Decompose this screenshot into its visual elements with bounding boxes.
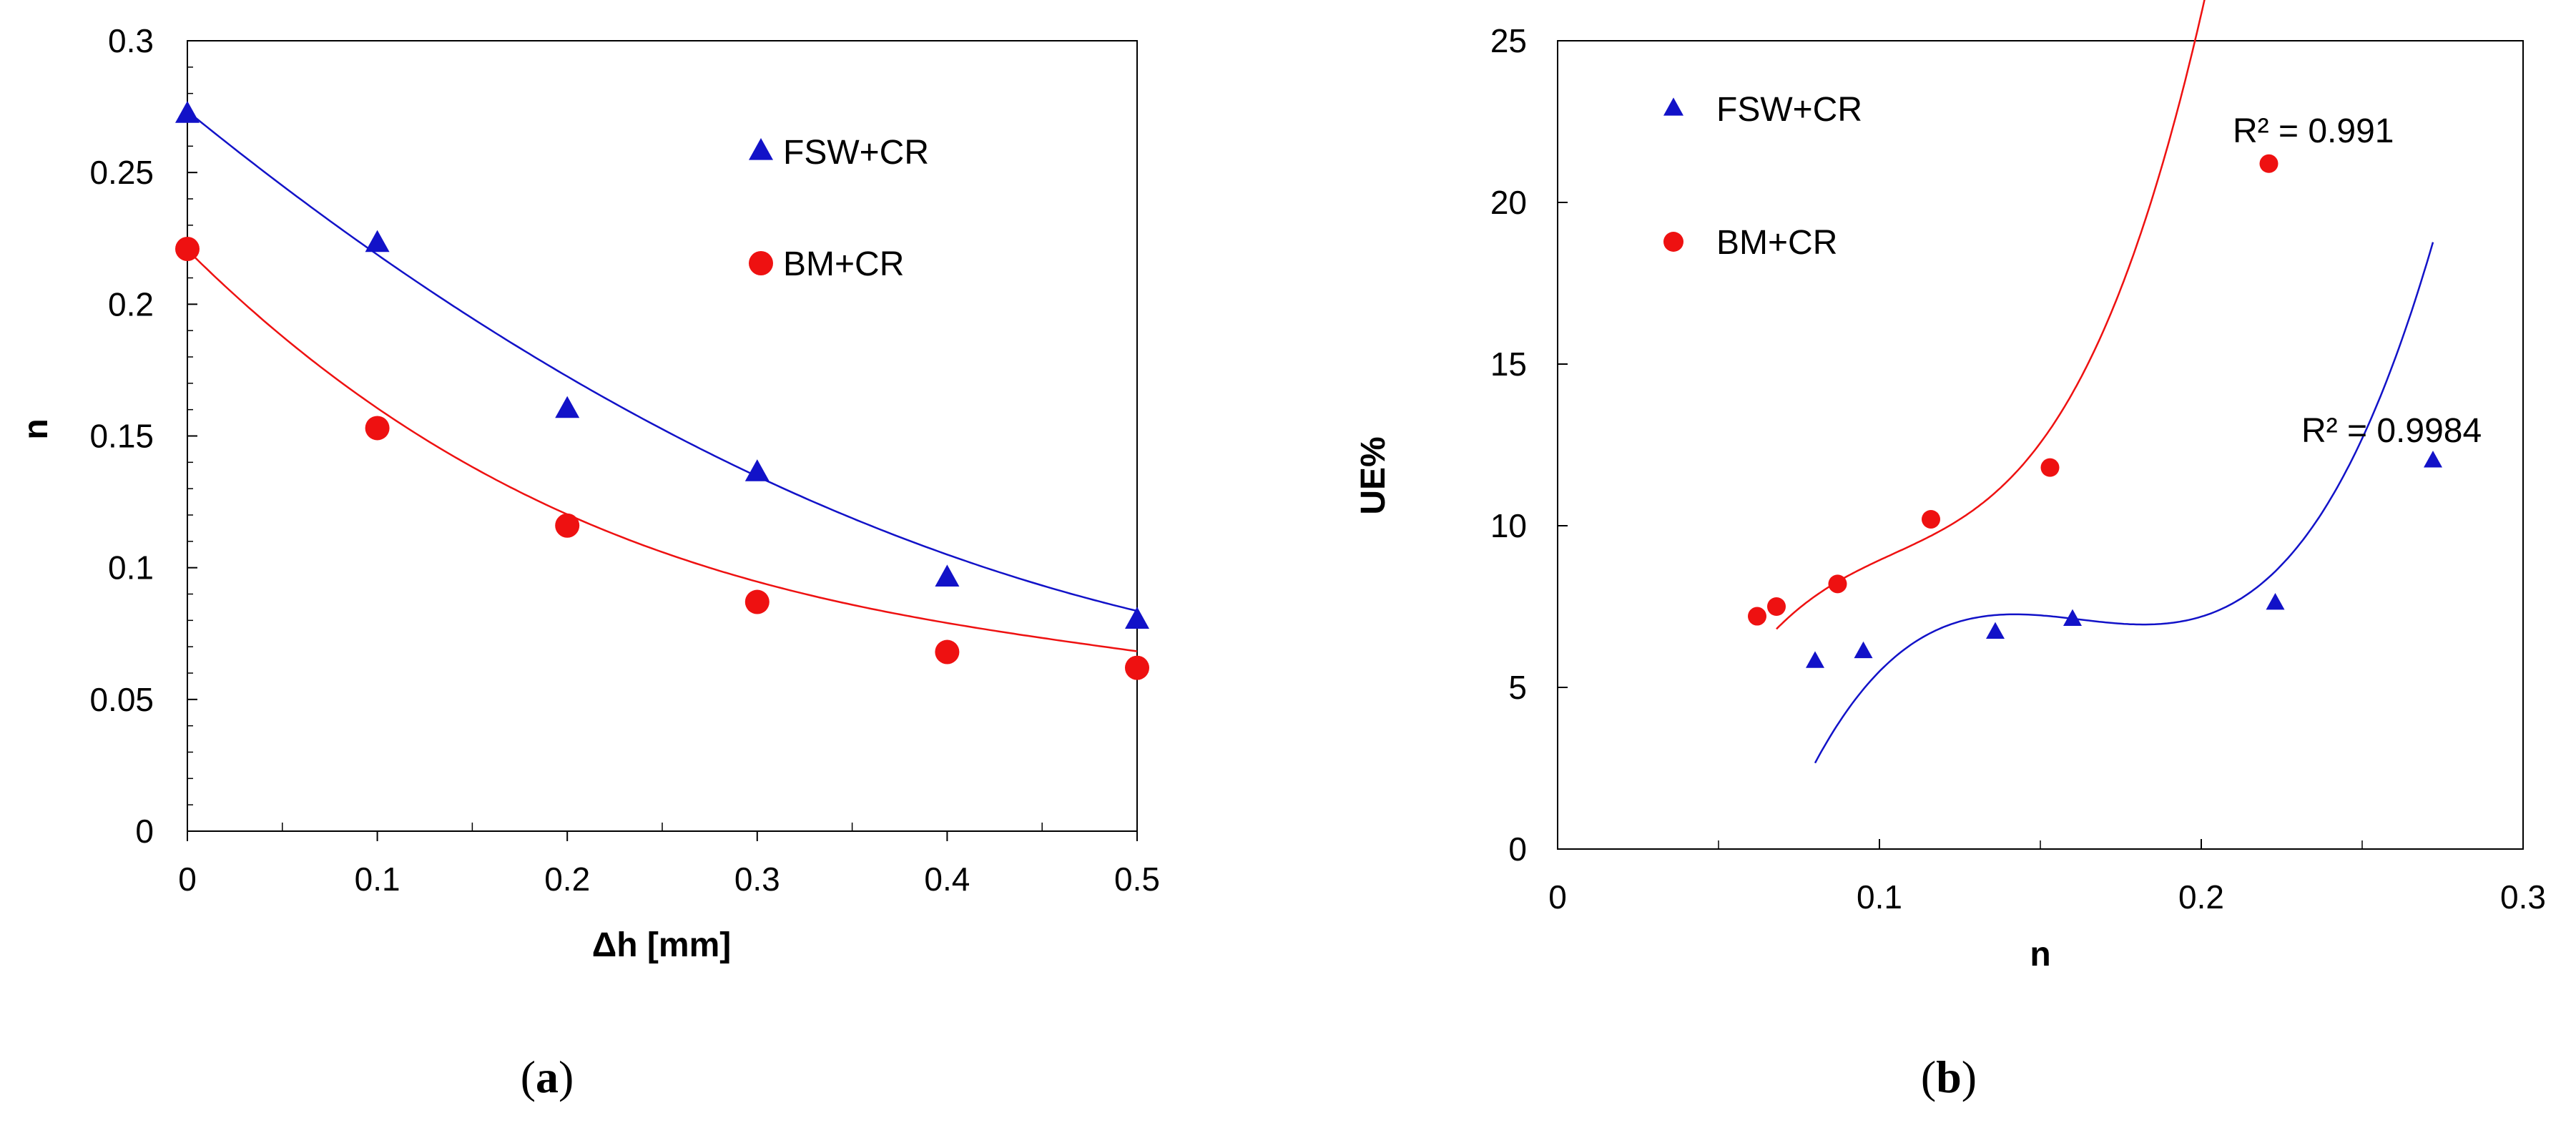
data-point-bm-cr xyxy=(1125,655,1149,680)
data-point-fsw-cr xyxy=(175,101,200,123)
plot-frame xyxy=(187,40,1138,832)
data-point-bm-cr xyxy=(935,639,960,665)
y-tick-label: 0.25 xyxy=(89,154,154,191)
chart-panel-b: 0 5 10 15 20 25 0 0.1 0.2 0.3 n UE% (b) FSW+CR R² = 0.… xyxy=(1355,0,2546,1102)
panel-label-close: ) xyxy=(1962,1051,1977,1102)
data-point-fsw-cr xyxy=(555,396,580,418)
y-tick-label: 5 xyxy=(1508,669,1527,706)
data-point-bm-cr xyxy=(1748,607,1766,626)
legend-label: BM+CR xyxy=(783,245,904,283)
data-point-bm-cr xyxy=(1922,509,1940,529)
y-tick-label: 25 xyxy=(1490,22,1527,59)
x-tick-label: 0 xyxy=(178,860,197,898)
data-point-bm-cr xyxy=(1767,597,1786,616)
panel-label-open: ( xyxy=(1921,1051,1936,1102)
y-tick-label: 0.1 xyxy=(108,549,154,587)
panel-label-open: ( xyxy=(521,1051,536,1102)
data-point-bm-cr xyxy=(175,236,200,261)
data-point-bm-cr xyxy=(365,416,390,441)
r-squared-label: R² = 0.991 xyxy=(2233,112,2394,150)
x-tick-label: 0.3 xyxy=(2500,878,2546,916)
y-tick-label: 0.2 xyxy=(108,285,154,323)
r-squared-label: R² = 0.9984 xyxy=(2301,412,2482,450)
data-point-fsw-cr xyxy=(1854,641,1873,659)
data-point-fsw-cr xyxy=(1125,607,1149,629)
panel-label-letter: a xyxy=(536,1051,559,1102)
data-point-fsw-cr xyxy=(365,230,390,252)
y-tick-label: 0.15 xyxy=(89,418,154,455)
x-tick-label: 0.1 xyxy=(355,860,400,898)
x-tick-label: 0.1 xyxy=(1857,878,1902,916)
chart-panel-a: 0 0.05 0.1 0.15 0.2 0.25 0.3 0 0.1 0.2 0.3 0.4 0.5 Δh… xyxy=(17,22,1160,1102)
data-point-bm-cr xyxy=(744,589,770,614)
y-tick-label: 0.05 xyxy=(89,681,154,718)
x-tick-label: 0.2 xyxy=(2178,878,2224,916)
legend-marker xyxy=(1663,232,1683,252)
y-tick-label: 20 xyxy=(1490,184,1527,221)
data-point-bm-cr xyxy=(1828,574,1847,594)
x-tick-label: 0.4 xyxy=(924,860,970,898)
x-axis-title: n xyxy=(2030,936,2050,974)
y-tick-label: 0 xyxy=(1508,830,1527,868)
y-axis-title: UE% xyxy=(1355,436,1392,514)
panel-label: (b) xyxy=(1921,1051,1977,1102)
x-axis-title: Δh [mm] xyxy=(592,926,731,964)
y-tick-label: 0.3 xyxy=(108,22,154,59)
data-point-bm-cr xyxy=(2259,154,2278,173)
data-point-fsw-cr xyxy=(935,564,960,587)
legend-marker xyxy=(1663,97,1683,116)
x-tick-label: 0.5 xyxy=(1114,860,1160,898)
data-point-bm-cr xyxy=(555,513,580,538)
data-point-fsw-cr xyxy=(744,459,770,481)
legend-marker xyxy=(749,138,773,160)
fit-curve-bm-cr xyxy=(187,249,1138,652)
legend-label: BM+CR xyxy=(1716,224,1837,262)
x-tick-label: 0.3 xyxy=(734,860,780,898)
y-axis-title: n xyxy=(17,418,55,439)
panel-label: (a) xyxy=(521,1051,574,1102)
y-tick-label: 15 xyxy=(1490,345,1527,383)
fit-curve-fsw-cr xyxy=(187,110,1138,612)
panel-label-close: ) xyxy=(559,1051,574,1102)
y-tick-label: 0 xyxy=(135,813,154,850)
x-tick-label: 0 xyxy=(1548,878,1567,916)
legend-marker xyxy=(749,251,773,275)
legend-label: FSW+CR xyxy=(1716,91,1862,129)
data-point-fsw-cr xyxy=(2063,609,2082,626)
y-tick-label: 10 xyxy=(1490,507,1527,544)
data-point-fsw-cr xyxy=(1986,622,2005,639)
fit-curve-bm-cr xyxy=(1776,0,2206,630)
data-point-bm-cr xyxy=(2040,458,2060,477)
legend-label: FSW+CR xyxy=(783,134,929,172)
x-tick-label: 0.2 xyxy=(544,860,590,898)
data-point-fsw-cr xyxy=(2266,592,2285,610)
panel-label-letter: b xyxy=(1936,1051,1962,1102)
data-point-fsw-cr xyxy=(1806,651,1824,668)
fit-curve-fsw-cr xyxy=(1814,242,2434,764)
data-point-fsw-cr xyxy=(2424,451,2442,468)
